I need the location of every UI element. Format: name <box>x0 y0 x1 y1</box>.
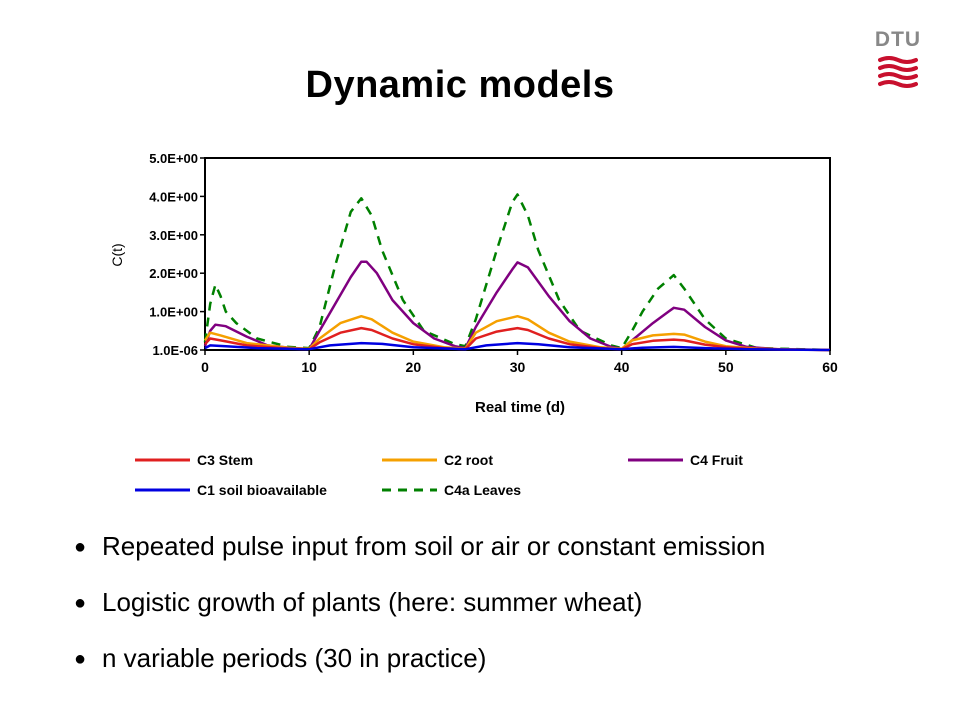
bullet-text: Logistic growth of plants (here: summer … <box>102 587 643 617</box>
y-tick-label: 3.0E+00 <box>149 228 198 243</box>
x-tick-label: 10 <box>301 359 317 375</box>
x-tick-label: 0 <box>201 359 209 375</box>
legend-label: C2 root <box>444 452 493 468</box>
y-tick-label: 2.0E+00 <box>149 266 198 281</box>
bullet-item: ● n variable periods (30 in practice) <box>74 638 765 694</box>
x-axis-label: Real time (d) <box>475 399 565 416</box>
bullet-list: ● Repeated pulse input from soil or air o… <box>74 526 765 694</box>
plot-area-frame <box>204 157 831 351</box>
bullet-item: ● Repeated pulse input from soil or air o… <box>74 526 765 582</box>
bullet-text: Repeated pulse input from soil or air or… <box>102 531 766 561</box>
logo-wave <box>878 80 918 88</box>
x-tick-label: 30 <box>510 359 526 375</box>
legend-label: C1 soil bioavailable <box>197 482 327 498</box>
series-line-c4a-leaves <box>203 193 831 352</box>
legend-label: C4a Leaves <box>444 482 521 498</box>
bullet-dot: ● <box>74 536 87 558</box>
x-tick-label: 50 <box>718 359 734 375</box>
bullet-dot: ● <box>74 592 87 614</box>
legend-label: C4 Fruit <box>690 452 743 468</box>
series-line-c4-fruit <box>203 260 831 352</box>
x-tick-label: 40 <box>614 359 630 375</box>
y-axis-label: C(t) <box>109 243 125 266</box>
bullet-dot: ● <box>74 648 87 670</box>
bullet-item: ● Logistic growth of plants (here: summer… <box>74 582 765 638</box>
chart-legend: C3 Stem C2 root C4 Fruit C1 soil bioavailab… <box>135 452 743 498</box>
y-tick-label: 5.0E+00 <box>149 151 198 166</box>
series-line-c3-stem <box>204 326 831 352</box>
logo-wave <box>878 72 918 80</box>
page-title: Dynamic models <box>305 64 615 106</box>
y-tick-label: 4.0E+00 <box>149 189 198 204</box>
dtu-wave-icon <box>878 56 918 88</box>
legend-label: C3 Stem <box>197 452 253 468</box>
y-tick-label: 1.0E+00 <box>149 305 198 320</box>
line-chart: 0 10 20 30 40 50 60 1.0E-06 1.0E+00 2.0E+00 3.0E+0… <box>109 151 838 498</box>
logo-wave <box>878 56 918 64</box>
dtu-logo: DTU <box>874 28 922 94</box>
logo-text: DTU <box>874 28 922 51</box>
x-tick-label: 20 <box>406 359 422 375</box>
bullet-text: n variable periods (30 in practice) <box>102 643 487 673</box>
x-tick-label: 60 <box>822 359 838 375</box>
logo-wave <box>878 64 918 72</box>
y-tick-label: 1.0E-06 <box>152 343 198 358</box>
series-line-c1-soil-bioavailable <box>204 341 831 352</box>
